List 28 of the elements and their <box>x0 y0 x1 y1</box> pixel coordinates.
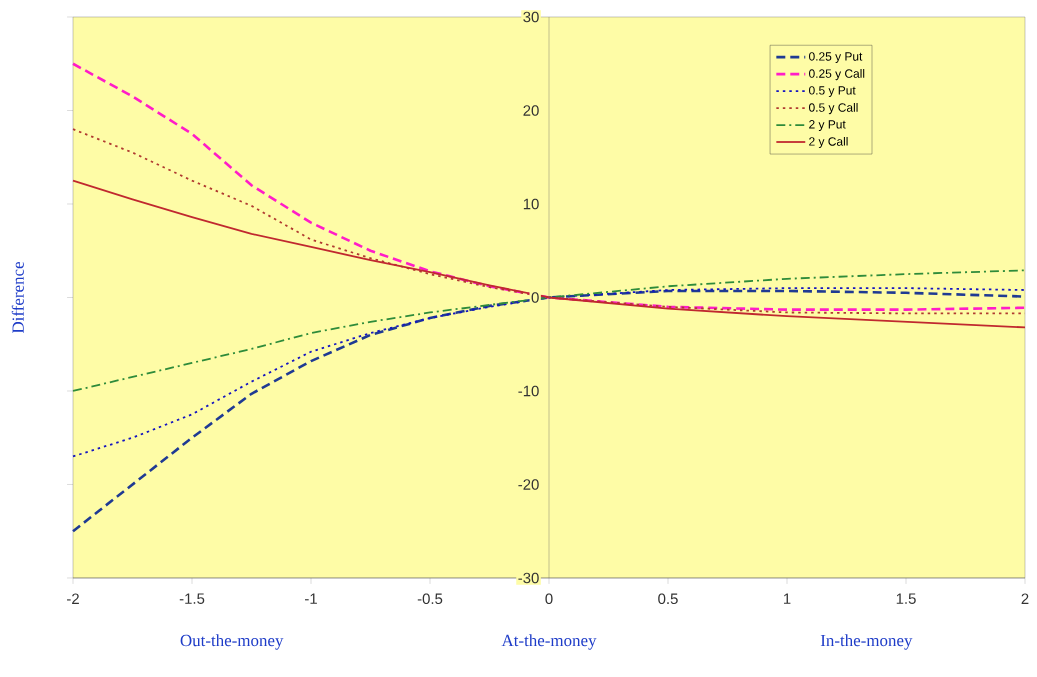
x-tick-label: 0.5 <box>658 593 678 605</box>
line-series <box>71 62 1027 311</box>
y-tick-label: -20 <box>518 479 539 490</box>
y-tick-label: 0 <box>531 292 539 303</box>
x-tick-label: -1.5 <box>179 593 205 604</box>
x-tick-label: -1 <box>305 593 317 604</box>
x-tick-label: 1.5 <box>896 593 916 604</box>
legend-label: 0.25 y Call <box>809 69 865 81</box>
x-tick-label: 0 <box>545 593 553 605</box>
x-tick-label: -0.5 <box>417 593 443 605</box>
legend-label: 0.25 y Put <box>809 52 863 64</box>
y-tick-label: 10 <box>523 198 539 210</box>
line-series <box>72 287 1026 458</box>
x-tick-label: 2 <box>1021 593 1029 604</box>
text: In-the-money <box>820 634 913 650</box>
legend-label: 0.5 y Call <box>809 102 858 115</box>
legend-label: 0.5 y Put <box>809 86 856 97</box>
x-tick-label: 1 <box>783 593 791 604</box>
legend-label: 2 y Call <box>809 136 848 149</box>
text: Out-the-money <box>180 634 284 650</box>
y-tick-label: 20 <box>523 105 539 116</box>
y-tick-label: -30 <box>518 572 539 584</box>
y-axis-title: Difference <box>11 262 24 334</box>
legend-label: 2 y Put <box>809 120 846 131</box>
y-tick-label: -10 <box>518 385 539 397</box>
y-tick-label: 30 <box>523 11 539 23</box>
text: At-the-money <box>501 634 597 650</box>
x-tick-label: -2 <box>67 593 79 604</box>
